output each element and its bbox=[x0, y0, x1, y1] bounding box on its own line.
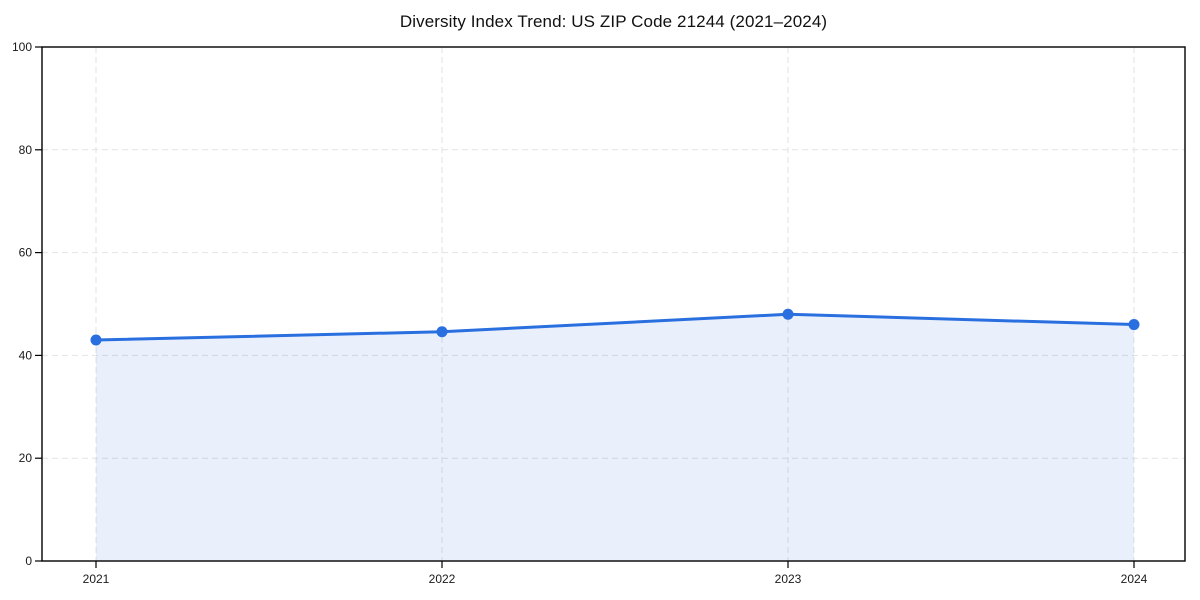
x-tick-label: 2023 bbox=[775, 572, 802, 586]
plot-frame bbox=[41, 46, 1186, 562]
data-point-2021 bbox=[90, 334, 102, 346]
y-tick-label: 80 bbox=[19, 143, 33, 157]
y-tick-label: 60 bbox=[19, 246, 33, 260]
data-point-2024 bbox=[1128, 319, 1140, 331]
x-tick-label: 2024 bbox=[1121, 572, 1148, 586]
trend-line bbox=[94, 312, 1136, 342]
data-point-2023 bbox=[782, 308, 794, 320]
x-tick-label: 2021 bbox=[83, 572, 110, 586]
chart-title: Diversity Index Trend: US ZIP Code 21244… bbox=[399, 12, 828, 31]
y-tick-label: 40 bbox=[19, 348, 33, 362]
y-tick-label: 20 bbox=[19, 451, 33, 465]
y-tick-label: 0 bbox=[25, 554, 32, 568]
area-fill bbox=[96, 314, 1134, 561]
y-tick-label: 100 bbox=[12, 40, 32, 54]
data-point-2022 bbox=[436, 326, 448, 338]
x-tick-label: 2022 bbox=[429, 572, 456, 586]
